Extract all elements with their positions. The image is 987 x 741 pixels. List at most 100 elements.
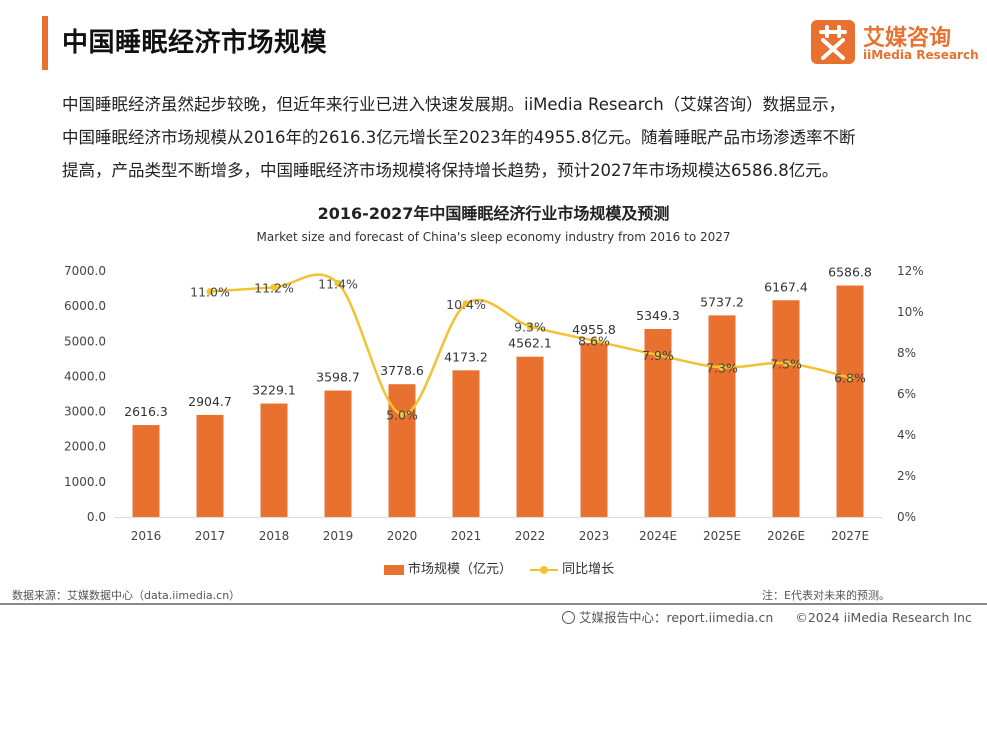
chart-area: 0.0 1000.0 2000.0 3000.0 4000.0 5000.0 6000.0 7… <box>64 264 924 543</box>
bar-value-label: 3778.6 <box>380 363 424 378</box>
growth-point <box>654 351 662 359</box>
legend-item-market-size: 市场规模（亿元） <box>384 558 512 577</box>
y-left-tick-label: 5000.0 <box>64 334 106 348</box>
logo-text-cn: 艾媒咨询 <box>863 26 952 51</box>
chart-subtitle: Market size and forecast of China's slee… <box>256 230 731 244</box>
x-tick-label: 2024E <box>639 529 677 543</box>
y-right-tick-label: 2% <box>897 469 916 483</box>
page-title: 中国睡眠经济市场规模 <box>62 28 328 58</box>
x-tick-label: 2022 <box>515 529 546 543</box>
growth-value-label: 8.6% <box>578 334 610 349</box>
y-left-tick-label: 2000.0 <box>64 440 106 454</box>
chart-title: 2016-2027年中国睡眠经济行业市场规模及预测 <box>317 204 670 223</box>
bar <box>196 414 224 517</box>
growth-point <box>462 300 470 308</box>
bar-value-label: 5349.3 <box>636 308 680 323</box>
bar <box>580 342 608 517</box>
growth-value-label: 7.3% <box>706 360 738 375</box>
legend-label: 同比增长 <box>562 562 615 577</box>
bar <box>260 403 288 517</box>
bar-value-label: 6167.4 <box>764 279 808 294</box>
globe-icon <box>562 611 575 624</box>
growth-point <box>590 337 598 345</box>
y-right-tick-label: 6% <box>897 387 916 401</box>
bar-value-label: 4562.1 <box>508 336 552 351</box>
footer: 艾媒报告中心：report.iimedia.cn ©2024 iiMedia Re… <box>562 607 972 626</box>
y-left-tick-label: 4000.0 <box>64 369 106 383</box>
bar-value-label: 2904.7 <box>188 394 232 409</box>
y-right-tick-label: 12% <box>897 264 924 278</box>
bar <box>644 329 672 517</box>
x-tick-label: 2027E <box>831 529 869 543</box>
title-accent-bar <box>42 16 48 70</box>
x-tick-label: 2025E <box>703 529 741 543</box>
bar <box>516 356 544 517</box>
intro-line: 中国睡眠经济市场规模从2016年的2616.3亿元增长至2023年的4955.8… <box>62 128 856 147</box>
intro-line: 提高，产品类型不断增多，中国睡眠经济市场规模将保持增长趋势，预计2027年市场规… <box>62 161 839 180</box>
growth-point <box>782 359 790 367</box>
y-right-tick-label: 4% <box>897 428 916 442</box>
bar <box>324 390 352 517</box>
y-left-tick-label: 6000.0 <box>64 299 106 313</box>
y-right-tick-label: 0% <box>897 510 916 524</box>
bar-value-label: 5737.2 <box>700 294 744 309</box>
footer-divider <box>0 603 987 605</box>
growth-point <box>334 279 342 287</box>
growth-point <box>270 283 278 291</box>
legend-item-growth: 同比增长 <box>530 558 614 577</box>
forecast-note: 注：E代表对未来的预测。 <box>762 589 890 602</box>
growth-value-label: 7.5% <box>770 356 802 371</box>
y-left-tick-label: 7000.0 <box>64 264 106 278</box>
x-tick-label: 2023 <box>579 529 610 543</box>
bar <box>772 300 800 517</box>
growth-value-label: 5.0% <box>386 408 418 423</box>
bar <box>708 315 736 517</box>
data-source: 数据来源：艾媒数据中心（data.iimedia.cn） <box>12 589 241 602</box>
copyright: ©2024 iiMedia Research Inc <box>795 610 972 625</box>
intro-paragraph: 中国睡眠经济虽然起步较晚，但近年来行业已进入快速发展期。iiMedia Rese… <box>62 88 942 187</box>
bar <box>452 370 480 517</box>
x-tick-label: 2020 <box>387 529 418 543</box>
growth-value-label: 7.9% <box>642 348 674 363</box>
growth-value-label: 6.8% <box>834 371 866 386</box>
bar-value-label: 6586.8 <box>828 265 872 280</box>
growth-point <box>526 322 534 330</box>
y-left-tick-label: 0.0 <box>87 510 106 524</box>
legend-label: 市场规模（亿元） <box>408 562 513 577</box>
logo-text-en: iiMedia Research <box>863 48 979 62</box>
growth-point <box>846 374 854 382</box>
bar-value-label: 4173.2 <box>444 349 488 364</box>
growth-line <box>209 273 851 416</box>
growth-value-label: 11.0% <box>190 285 230 300</box>
x-tick-label: 2018 <box>259 529 290 543</box>
growth-point <box>206 288 214 295</box>
growth-value-label: 11.2% <box>254 280 294 295</box>
x-tick-label: 2026E <box>767 529 805 543</box>
growth-point <box>398 411 406 418</box>
bar-value-label: 3229.1 <box>252 383 296 398</box>
brand-logo: 艾媒咨询 iiMedia Research <box>811 20 979 68</box>
legend-line-swatch <box>530 565 559 575</box>
x-tick-label: 2019 <box>323 529 354 543</box>
y-left-tick-label: 3000.0 <box>64 405 106 419</box>
x-tick-label: 2017 <box>195 529 226 543</box>
y-right-tick-label: 10% <box>897 305 924 319</box>
y-left-tick-label: 1000.0 <box>64 475 106 489</box>
legend-bar-swatch <box>384 564 404 575</box>
bar-value-label: 3598.7 <box>316 370 360 385</box>
report-center: 艾媒报告中心：report.iimedia.cn <box>579 610 774 625</box>
y-right-tick-label: 8% <box>897 346 916 360</box>
bar <box>836 285 864 517</box>
growth-value-label: 10.4% <box>446 297 486 312</box>
intro-line: 中国睡眠经济虽然起步较晚，但近年来行业已进入快速发展期。iiMedia Rese… <box>62 95 846 114</box>
growth-value-label: 11.4% <box>318 276 358 291</box>
bar-value-label: 2616.3 <box>124 404 168 419</box>
bar-value-label: 4955.8 <box>572 322 616 337</box>
bar <box>388 384 416 517</box>
x-tick-label: 2021 <box>451 529 482 543</box>
bar <box>132 425 160 517</box>
growth-value-label: 9.3% <box>514 319 546 334</box>
logo-icon <box>811 20 855 64</box>
growth-point <box>718 363 726 371</box>
x-tick-label: 2016 <box>131 529 162 543</box>
